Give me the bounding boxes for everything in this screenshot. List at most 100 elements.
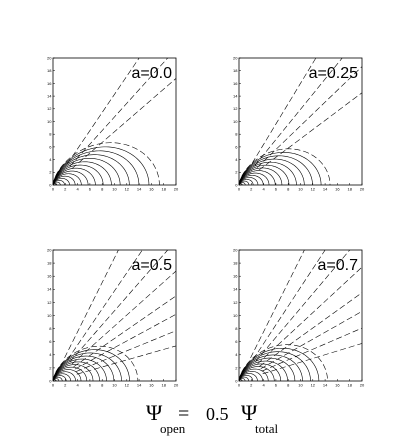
x-tick-label: 12: [125, 187, 130, 192]
x-tick-label: 6: [89, 383, 92, 388]
x-tick-label: 18: [161, 383, 166, 388]
x-tick-label: 4: [76, 187, 79, 192]
x-tick-label: 10: [112, 383, 117, 388]
y-tick-label: 8: [235, 132, 238, 137]
y-tick-label: 8: [235, 326, 238, 331]
y-tick-label: 18: [233, 261, 238, 266]
x-tick-label: 2: [250, 187, 253, 192]
open-field-line: [66, 58, 140, 165]
open-field-line: [257, 266, 362, 365]
y-tick-label: 0: [49, 378, 52, 383]
x-tick-label: 0: [52, 187, 55, 192]
x-tick-label: 6: [89, 187, 92, 192]
x-tick-label: 18: [347, 187, 352, 192]
field-line: [53, 150, 140, 185]
open-field-line: [255, 250, 351, 362]
open-field-line: [76, 345, 176, 375]
panel-1: 0 2 4 6 8 10 12 14 16 18 20 0 2 4 6 8 10 12 14 16 18 20 a=0.0: [47, 55, 179, 192]
open-field-line: [252, 250, 326, 360]
y-tick-label: 4: [235, 352, 238, 357]
x-tick-label: 14: [137, 187, 142, 192]
y-tick-label: 14: [47, 287, 52, 292]
field-line: [53, 345, 139, 381]
open-field-line: [64, 250, 119, 359]
panel-3: 0 2 4 6 8 10 12 14 16 18 20 0 2 4 6 8 10 12 14 16 18 20 a=0.5: [47, 247, 179, 388]
contour-group: [53, 58, 176, 185]
open-field-line: [259, 292, 362, 367]
open-field-line: [258, 92, 362, 171]
y-tick-label: 16: [233, 81, 238, 86]
open-field-line: [251, 58, 317, 164]
y-tick-label: 20: [233, 55, 238, 60]
y-tick-label: 10: [47, 313, 52, 318]
x-tick-label: 4: [76, 383, 79, 388]
panel-label: a=0.0: [132, 65, 173, 82]
contour-group: [239, 58, 362, 185]
field-line: [239, 152, 322, 185]
open-field-line: [67, 250, 143, 360]
field-line: [239, 347, 320, 381]
y-tick-label: 18: [47, 261, 52, 266]
open-field-line: [260, 311, 362, 369]
panel-label: a=0.25: [309, 65, 358, 82]
open-field-line: [69, 250, 169, 363]
x-tick-label: 8: [287, 187, 290, 192]
x-tick-label: 20: [174, 383, 179, 388]
open-field-line: [250, 250, 305, 359]
x-tick-label: 14: [323, 187, 328, 192]
y-tick-label: 0: [49, 182, 52, 187]
y-tick-label: 6: [49, 339, 52, 344]
y-tick-label: 10: [47, 119, 52, 124]
x-tick-label: 12: [311, 383, 316, 388]
x-tick-label: 8: [287, 383, 290, 388]
open-field-line: [75, 330, 176, 372]
x-tick-label: 16: [335, 383, 340, 388]
y-tick-label: 8: [49, 326, 52, 331]
y-tick-label: 10: [233, 119, 238, 124]
x-tick-label: 12: [311, 187, 316, 192]
contour-group: [239, 250, 362, 381]
x-tick-label: 2: [64, 383, 67, 388]
panel-label: a=0.7: [318, 257, 359, 274]
field-line: [53, 146, 150, 185]
y-tick-label: 12: [233, 300, 238, 305]
y-tick-label: 16: [47, 274, 52, 279]
y-tick-label: 4: [235, 157, 238, 162]
x-tick-label: 10: [298, 383, 303, 388]
x-tick-label: 10: [298, 187, 303, 192]
x-tick-label: 12: [125, 383, 130, 388]
x-tick-label: 20: [360, 383, 365, 388]
y-tick-label: 2: [49, 170, 52, 175]
x-tick-label: 16: [149, 187, 154, 192]
x-tick-label: 8: [101, 383, 104, 388]
open-field-line: [71, 270, 176, 365]
y-tick-label: 0: [235, 182, 238, 187]
x-tick-label: 0: [52, 383, 55, 388]
x-tick-label: 16: [149, 383, 154, 388]
field-line: [239, 148, 331, 185]
y-tick-label: 20: [47, 55, 52, 60]
panel-label: a=0.5: [132, 257, 173, 274]
x-tick-label: 2: [250, 383, 253, 388]
x-tick-label: 20: [174, 187, 179, 192]
x-tick-label: 4: [262, 383, 265, 388]
x-tick-label: 18: [347, 383, 352, 388]
panel-2: 0 2 4 6 8 10 12 14 16 18 20 0 2 4 6 8 10 12 14 16 18 20 a=0.25: [233, 55, 365, 192]
open-field-line: [262, 343, 362, 375]
field-line: [53, 142, 160, 185]
y-tick-label: 2: [49, 365, 52, 370]
field-line: [239, 344, 328, 381]
y-tick-label: 18: [233, 68, 238, 73]
x-tick-label: 16: [335, 187, 340, 192]
y-tick-label: 4: [49, 157, 52, 162]
y-tick-label: 12: [47, 106, 52, 111]
y-tick-label: 12: [47, 300, 52, 305]
y-tick-label: 0: [235, 378, 238, 383]
x-tick-label: 20: [360, 187, 365, 192]
open-field-line: [74, 313, 176, 370]
y-tick-label: 18: [47, 68, 52, 73]
x-tick-label: 8: [101, 187, 104, 192]
open-field-line: [261, 327, 362, 372]
x-tick-label: 14: [137, 383, 142, 388]
